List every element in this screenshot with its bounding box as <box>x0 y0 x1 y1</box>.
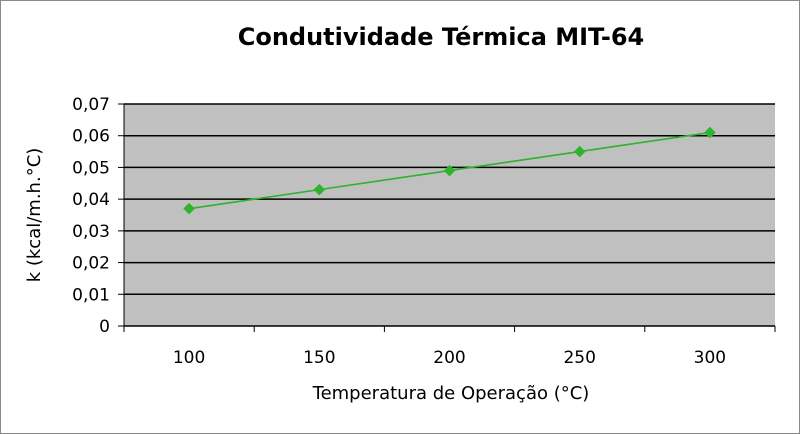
x-tick-labels: 100 150 200 250 300 <box>173 348 726 368</box>
y-tick-label-7: 0,07 <box>72 95 110 115</box>
x-tick-label-0: 100 <box>173 348 205 368</box>
gridlines <box>124 103 775 296</box>
data-point-0-1 <box>313 183 326 196</box>
data-point-0-3 <box>573 145 586 158</box>
data-point-0-0 <box>183 202 195 215</box>
series-layer <box>183 126 716 215</box>
axes <box>118 103 776 332</box>
y-tick-label-5: 0,05 <box>72 158 110 178</box>
data-point-0-2 <box>443 164 456 177</box>
x-axis-title: Temperatura de Operação (°C) <box>312 383 590 404</box>
y-tick-label-3: 0,03 <box>72 222 110 242</box>
chart-title: Condutividade Térmica MIT-64 <box>238 23 645 51</box>
y-axis-title: k (kcal/m.h.°C) <box>24 148 45 283</box>
y-tick-label-1: 0,01 <box>72 285 110 305</box>
x-tick-label-3: 250 <box>563 348 595 368</box>
plot-area <box>124 104 775 326</box>
data-point-0-4 <box>704 126 716 139</box>
y-tick-label-2: 0,02 <box>72 254 110 274</box>
y-tick-label-0: 0 <box>99 317 110 337</box>
x-tick-label-2: 200 <box>433 348 465 368</box>
y-tick-labels: 0 0,01 0,02 0,03 0,04 0,05 0,06 0,07 <box>72 95 110 337</box>
x-tick-label-1: 150 <box>303 348 335 368</box>
y-tick-label-6: 0,06 <box>72 127 110 147</box>
x-tick-label-4: 300 <box>694 348 726 368</box>
y-tick-label-4: 0,04 <box>72 190 110 210</box>
